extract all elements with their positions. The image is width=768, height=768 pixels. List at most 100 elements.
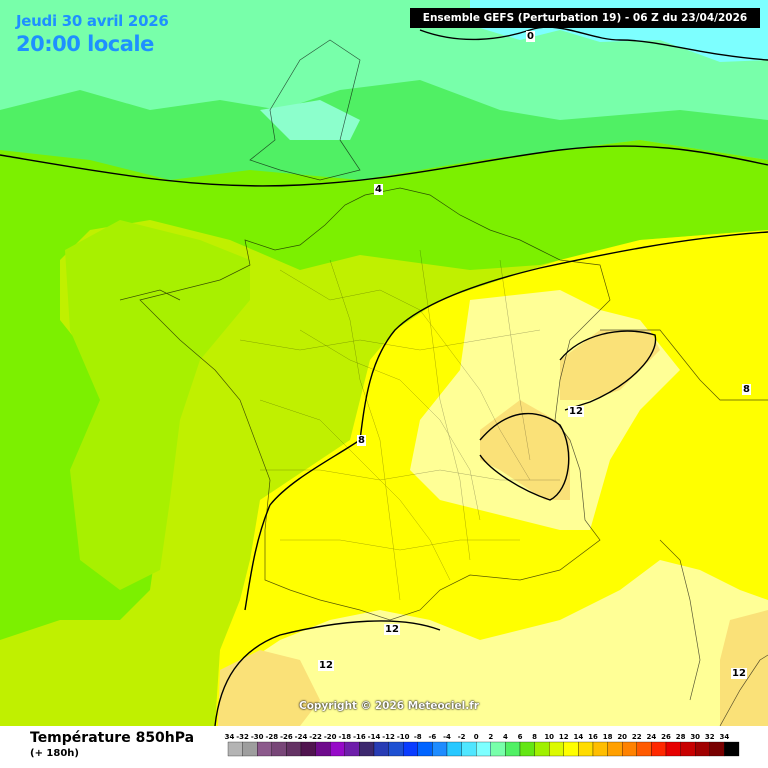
scale-swatch	[476, 741, 491, 757]
legend-footer: Température 850hPa (+ 180h) -34-32-30-28…	[0, 726, 768, 768]
forecast-date: Jeudi 30 avril 2026	[16, 12, 169, 30]
scale-swatch	[665, 741, 681, 757]
scale-tick-label: 2	[488, 733, 493, 741]
scale-swatch	[505, 741, 521, 757]
isotherm-label: 12	[568, 406, 584, 417]
color-scale: -34-32-30-28-26-24-22-20-18-16-14-12-10-…	[224, 733, 740, 757]
isotherm-label: 4	[374, 184, 383, 195]
scale-tick-label: -10	[397, 733, 410, 741]
scale-swatch	[592, 741, 608, 757]
scale-tick-label: -18	[338, 733, 351, 741]
scale-tick-label: 26	[661, 733, 671, 741]
scale-tick-label: -16	[353, 733, 366, 741]
scale-tick-label: -14	[368, 733, 381, 741]
isotherm-label: 12	[318, 660, 334, 671]
scale-swatch	[636, 741, 652, 757]
scale-swatch	[432, 741, 448, 757]
scale-swatch	[271, 741, 287, 757]
scale-swatch	[315, 741, 331, 757]
scale-tick-label: 16	[588, 733, 598, 741]
scale-swatch	[388, 741, 404, 757]
scale-tick-label: 6	[518, 733, 523, 741]
run-info-banner: Ensemble GEFS (Perturbation 19) - 06 Z d…	[410, 8, 760, 28]
scale-swatch	[534, 741, 550, 757]
scale-tick-label: 14	[574, 733, 584, 741]
scale-tick-label: 34	[720, 733, 730, 741]
scale-tick-label: -34	[224, 733, 234, 741]
scale-tick-label: -30	[251, 733, 264, 741]
scale-tick-label: 8	[532, 733, 537, 741]
scale-swatch	[300, 741, 316, 757]
scale-tick-label: -24	[295, 733, 308, 741]
scale-tick-label: -28	[265, 733, 278, 741]
scale-tick-label: -6	[429, 733, 437, 741]
scale-ticks: -34-32-30-28-26-24-22-20-18-16-14-12-10-…	[224, 733, 729, 741]
scale-tick-label: 32	[705, 733, 715, 741]
field-0-2-patch	[260, 100, 360, 140]
scale-swatch	[695, 741, 710, 757]
scale-tick-label: 12	[559, 733, 569, 741]
scale-swatch	[490, 741, 506, 757]
scale-tick-label: 30	[690, 733, 700, 741]
scale-swatch	[709, 741, 725, 757]
scale-tick-label: 28	[676, 733, 686, 741]
field-12-14-alps	[560, 330, 660, 400]
scale-swatch	[417, 741, 433, 757]
field-12-14-central	[480, 400, 570, 500]
scale-tick-label: -12	[382, 733, 395, 741]
scale-tick-label: 4	[503, 733, 508, 741]
scale-swatch	[446, 741, 462, 757]
scale-swatch	[549, 741, 564, 757]
department-borders	[239, 249, 560, 601]
scale-tick-label: -8	[414, 733, 422, 741]
scale-swatch	[578, 741, 594, 757]
isotherm-label: 0	[526, 31, 535, 42]
scale-swatch	[724, 741, 740, 757]
scale-swatch	[680, 741, 696, 757]
scale-swatch	[257, 741, 272, 757]
scale-swatch	[607, 741, 623, 757]
coastlines	[119, 39, 768, 726]
scale-swatch	[563, 741, 579, 757]
scale-swatch	[461, 741, 477, 757]
scale-tick-label: 22	[632, 733, 642, 741]
scale-swatch	[359, 741, 375, 757]
isotherm-label: 12	[731, 668, 747, 679]
isotherm-label: 8	[742, 384, 751, 395]
scale-tick-label: -32	[236, 733, 249, 741]
legend-title: Température 850hPa	[30, 730, 195, 746]
scale-swatch	[330, 741, 345, 757]
copyright-text: Copyright © 2026 Meteociel.fr	[299, 700, 479, 712]
scale-tick-label: 24	[647, 733, 657, 741]
scale-tick-label: 20	[617, 733, 627, 741]
field-6-atlantic	[65, 220, 250, 590]
scale-swatch	[651, 741, 667, 757]
scale-tick-label: 0	[474, 733, 479, 741]
scale-tick-label: -4	[443, 733, 451, 741]
scale-tick-label: -20	[324, 733, 337, 741]
scale-swatches	[227, 741, 740, 757]
scale-tick-label: 18	[603, 733, 613, 741]
scale-swatch	[286, 741, 302, 757]
scale-swatch	[373, 741, 389, 757]
scale-swatch	[403, 741, 418, 757]
isotherm-label: 12	[384, 624, 400, 635]
temperature-map	[0, 0, 768, 726]
legend-subtitle: (+ 180h)	[30, 748, 79, 759]
scale-tick-label: -22	[309, 733, 322, 741]
scale-tick-label: 10	[544, 733, 554, 741]
scale-swatch	[622, 741, 637, 757]
forecast-time: 20:00 locale	[16, 32, 154, 56]
isotherms	[0, 26, 768, 726]
field-4-6	[0, 140, 768, 640]
field-12-14-iberia	[218, 650, 320, 726]
scale-swatch	[227, 741, 243, 757]
scale-swatch	[242, 741, 258, 757]
isotherm-label: 8	[357, 435, 366, 446]
scale-swatch	[344, 741, 360, 757]
scale-tick-label: -26	[280, 733, 293, 741]
scale-swatch	[519, 741, 535, 757]
scale-tick-label: -2	[458, 733, 466, 741]
field-10-12-south	[240, 560, 768, 726]
